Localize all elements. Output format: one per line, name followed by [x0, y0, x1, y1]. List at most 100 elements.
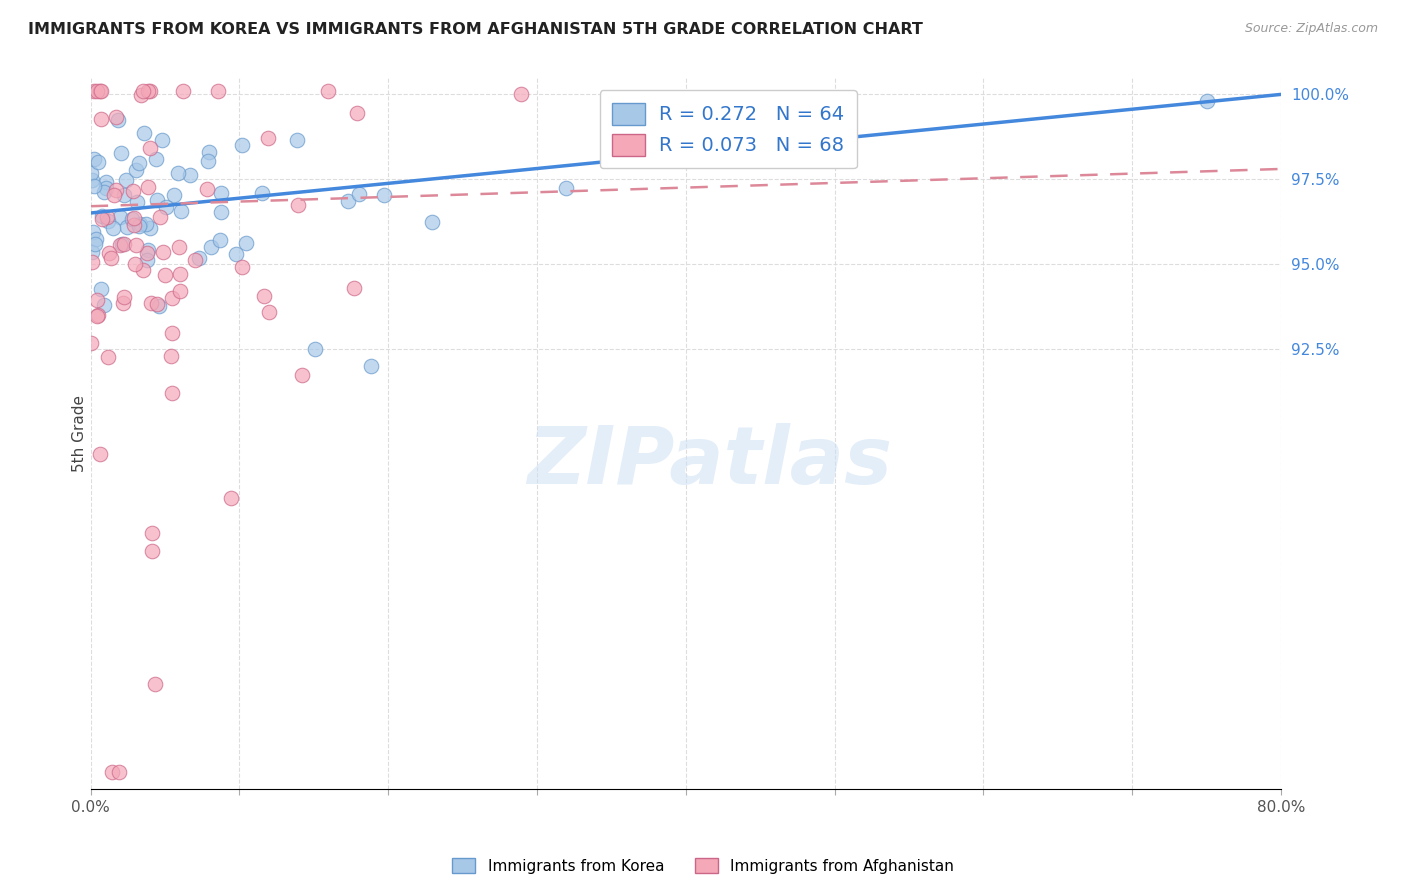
Point: [148, 299, 170, 313]
Point: [86, 84, 108, 98]
Point: [132, 84, 155, 98]
Point: [169, 240, 191, 254]
Point: [195, 182, 218, 196]
Point: [93, 185, 115, 199]
Point: [104, 110, 127, 124]
Point: [115, 173, 138, 187]
Point: [128, 219, 150, 233]
Point: [145, 193, 167, 207]
Point: [141, 525, 163, 540]
Point: [172, 84, 194, 98]
Point: [343, 281, 366, 295]
Point: [170, 203, 193, 218]
Point: [91, 212, 114, 227]
Point: [121, 212, 143, 227]
Point: [285, 133, 308, 147]
Point: [136, 179, 159, 194]
Point: [84, 232, 107, 246]
Point: [420, 214, 443, 228]
Point: [200, 240, 222, 254]
Point: [160, 349, 183, 363]
Point: [253, 289, 276, 303]
Point: [197, 145, 219, 160]
Point: [337, 194, 360, 209]
Point: [179, 169, 201, 183]
Point: [155, 200, 177, 214]
Point: [169, 267, 191, 281]
Legend: Immigrants from Korea, Immigrants from Afghanistan: Immigrants from Korea, Immigrants from A…: [446, 852, 960, 880]
Point: [83, 179, 105, 194]
Point: [121, 184, 143, 198]
Point: [146, 297, 169, 311]
Point: [107, 765, 129, 780]
Point: [125, 163, 148, 178]
Point: [135, 253, 157, 268]
Point: [1195, 94, 1218, 108]
Point: [163, 188, 186, 202]
Point: [112, 188, 135, 202]
Point: [93, 298, 115, 312]
Point: [127, 195, 149, 210]
Point: [162, 291, 184, 305]
Point: [84, 237, 107, 252]
Y-axis label: 5th Grade: 5th Grade: [72, 395, 87, 472]
Point: [83, 152, 105, 166]
Point: [108, 238, 131, 252]
Point: [139, 221, 162, 235]
Point: [250, 186, 273, 201]
Point: [112, 236, 135, 251]
Point: [139, 141, 162, 155]
Point: [90, 209, 112, 223]
Point: [149, 210, 172, 224]
Point: [111, 237, 134, 252]
Text: IMMIGRANTS FROM KOREA VS IMMIGRANTS FROM AFGHANISTAN 5TH GRADE CORRELATION CHART: IMMIGRANTS FROM KOREA VS IMMIGRANTS FROM…: [28, 22, 922, 37]
Point: [90, 112, 112, 126]
Point: [219, 491, 242, 506]
Point: [112, 290, 135, 304]
Point: [207, 84, 229, 98]
Point: [82, 245, 104, 260]
Point: [86, 293, 108, 307]
Point: [235, 235, 257, 250]
Point: [132, 263, 155, 277]
Point: [208, 233, 231, 247]
Point: [139, 84, 162, 98]
Point: [135, 217, 157, 231]
Point: [89, 84, 111, 98]
Point: [346, 106, 368, 120]
Point: [150, 133, 173, 147]
Point: [318, 84, 340, 98]
Point: [83, 84, 105, 98]
Point: [162, 385, 184, 400]
Point: [125, 238, 148, 252]
Point: [82, 255, 104, 269]
Point: [80, 173, 103, 187]
Point: [373, 187, 395, 202]
Point: [287, 198, 309, 212]
Point: [143, 677, 166, 691]
Point: [100, 765, 122, 780]
Point: [104, 183, 127, 197]
Point: [136, 246, 159, 260]
Point: [509, 87, 531, 101]
Point: [111, 296, 134, 310]
Point: [225, 246, 247, 260]
Point: [103, 187, 125, 202]
Point: [128, 155, 150, 169]
Point: [257, 131, 280, 145]
Point: [90, 84, 112, 98]
Point: [141, 544, 163, 558]
Point: [291, 368, 314, 382]
Point: [101, 221, 124, 235]
Point: [90, 282, 112, 296]
Point: [197, 154, 219, 169]
Point: [231, 138, 253, 153]
Point: [128, 217, 150, 231]
Text: Source: ZipAtlas.com: Source: ZipAtlas.com: [1244, 22, 1378, 36]
Point: [122, 219, 145, 233]
Point: [80, 336, 103, 351]
Point: [96, 210, 118, 224]
Point: [304, 342, 326, 356]
Point: [115, 220, 138, 235]
Point: [124, 257, 146, 271]
